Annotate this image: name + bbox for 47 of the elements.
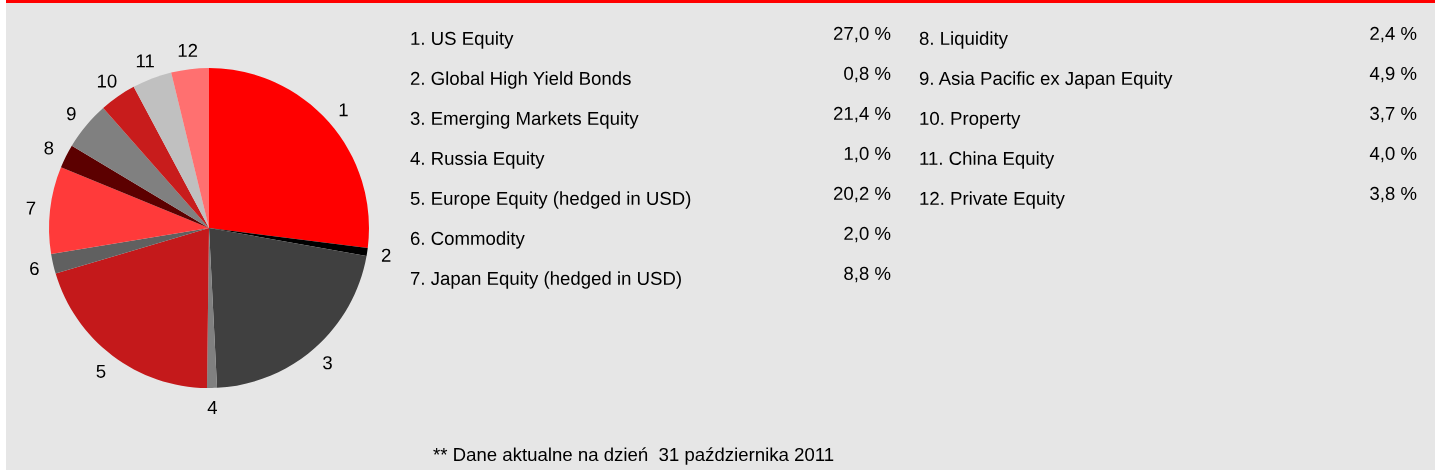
- pie-slice: [209, 228, 367, 388]
- text: 1,0 %: [844, 146, 891, 163]
- pie-slice: [209, 68, 369, 249]
- text: 0,8 %: [844, 66, 891, 83]
- text: ** Dane aktualne na dzień 31 października 2011: [433, 447, 834, 465]
- text: 12. Private Equity: [920, 191, 1065, 209]
- pie-slice: [49, 167, 209, 255]
- slice-label: 10: [97, 74, 117, 88]
- text: 3,7 %: [1370, 106, 1417, 123]
- text: 2,0 %: [844, 226, 891, 243]
- slice-label: 5: [96, 364, 106, 378]
- text: 20,2 %: [834, 186, 891, 203]
- text: 4,0 %: [1369, 146, 1417, 163]
- slice-label: 3: [323, 356, 332, 370]
- text: 11. China Equity: [920, 151, 1055, 169]
- text: 27,0 %: [834, 26, 891, 43]
- text: 21,4 %: [834, 106, 891, 123]
- text: 8,8 %: [844, 266, 891, 283]
- pie-slice: [209, 228, 368, 256]
- pie-slice: [60, 145, 209, 228]
- pie-slice: [171, 68, 209, 228]
- slice-label: 4: [207, 401, 218, 414]
- slice-label: 6: [30, 261, 39, 276]
- text: 6. Commodity: [410, 231, 525, 249]
- text: 9. Asia Pacific ex Japan Equity: [919, 71, 1173, 89]
- slice-label: 11: [136, 54, 154, 68]
- text: 8. Liquidity: [919, 31, 1008, 49]
- slice-label: 9: [66, 107, 76, 121]
- slice-label: 1: [339, 103, 348, 117]
- slice-label: 7: [26, 201, 36, 215]
- text: 10. Property: [920, 111, 1021, 129]
- pie-slice: [51, 228, 209, 274]
- text: 3,8 %: [1370, 186, 1417, 203]
- pie-slice: [103, 86, 209, 228]
- text: 4,9 %: [1369, 66, 1417, 83]
- slice-label: 8: [44, 141, 54, 155]
- text: 2. Global High Yield Bonds: [410, 71, 631, 89]
- text: 2,4 %: [1370, 26, 1417, 43]
- text: 5. Europe Equity (hedged in USD): [410, 191, 691, 209]
- text: 1. US Equity: [411, 31, 514, 49]
- pie-slice: [55, 228, 209, 388]
- text: 4. Russia Equity: [410, 151, 545, 169]
- slice-label: 12: [178, 43, 198, 57]
- text: 3. Emerging Markets Equity: [410, 111, 639, 129]
- text: 7. Japan Equity (hedged in USD): [410, 271, 681, 289]
- slice-label: 2: [381, 248, 391, 262]
- pie-slice: [133, 72, 209, 228]
